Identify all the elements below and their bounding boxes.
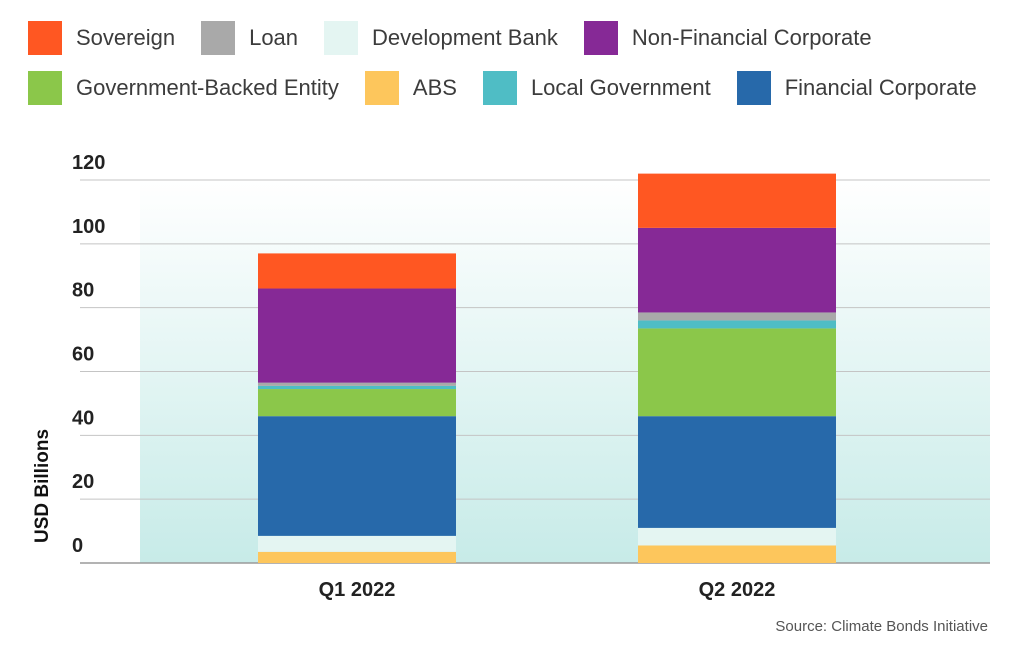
- bar-segment-sovereign: [258, 253, 456, 289]
- legend-row: Sovereign Loan Development Bank Non-Financi…: [28, 18, 1008, 58]
- x-category-label: Q2 2022: [699, 579, 776, 601]
- y-axis-title: USD Billions: [32, 429, 53, 543]
- legend-item-financial-corporate: Financial Corporate: [736, 71, 977, 105]
- x-axis-labels: Q1 2022 Q2 2022: [319, 579, 776, 601]
- legend-label: Local Government: [530, 75, 711, 100]
- bar-segment-abs: [258, 551, 456, 563]
- legend-label: Government-Backed Entity: [76, 75, 339, 100]
- y-tick-label: 80: [72, 280, 94, 302]
- bar-segment-non-financial-corporate: [258, 288, 456, 383]
- bars: [258, 173, 836, 563]
- bar-segment-loan: [258, 382, 456, 386]
- bar-segment-non-financial-corporate: [638, 227, 836, 313]
- gridlines: [80, 179, 990, 564]
- y-tick-label: 120: [72, 152, 105, 174]
- legend-item-loan: Loan: [201, 21, 298, 55]
- legend-label: Financial Corporate: [784, 75, 977, 100]
- legend-swatch: [28, 21, 62, 55]
- bar-segment-loan: [638, 312, 836, 321]
- legend-swatch: [28, 71, 62, 105]
- legend-label: Non-Financial Corporate: [631, 25, 872, 50]
- legend-item-government-backed-entity: Government-Backed Entity: [28, 71, 339, 105]
- legend-item-development-bank: Development Bank: [324, 21, 558, 55]
- source-note: Source: Climate Bonds Initiative: [775, 618, 988, 635]
- bar-segment-development-bank: [258, 535, 456, 552]
- legend-label: Loan: [249, 25, 299, 50]
- bar-segment-government-backed-entity: [258, 389, 456, 417]
- y-tick-label: 0: [72, 535, 83, 557]
- y-tick-label: 20: [72, 471, 94, 493]
- legend-row: Government-Backed Entity ABS Local Governm…: [28, 68, 1008, 108]
- legend-swatch: [364, 71, 399, 105]
- legend-swatch: [736, 71, 771, 105]
- bar-stack-q1-2022: [258, 253, 456, 563]
- legend-swatch: [583, 21, 618, 55]
- legend-swatch: [324, 21, 359, 55]
- bar-segment-sovereign: [638, 173, 836, 228]
- bar-segment-development-bank: [638, 527, 836, 546]
- legend-label: Sovereign: [76, 25, 176, 50]
- bar-segment-local-government: [258, 385, 456, 390]
- legend-label: Development Bank: [372, 25, 558, 50]
- legend-item-local-government: Local Government: [482, 71, 711, 105]
- bar-segment-financial-corporate: [258, 416, 456, 536]
- legend-item-abs: ABS: [364, 71, 457, 105]
- bar-segment-local-government: [638, 320, 836, 329]
- legend-label: ABS: [412, 75, 457, 100]
- y-tick-label: 60: [72, 344, 94, 366]
- x-category-label: Q1 2022: [319, 579, 396, 601]
- bar-segment-government-backed-entity: [638, 328, 836, 417]
- legend-item-non-financial-corporate: Non-Financial Corporate: [583, 21, 872, 55]
- legend-swatch: [482, 71, 517, 105]
- bar-segment-financial-corporate: [638, 416, 836, 528]
- y-axis-ticks: 0 20 40 60 80 100 120: [72, 152, 105, 557]
- legend: Sovereign Loan Development Bank Non-Financi…: [28, 18, 1008, 118]
- bar-segment-abs: [638, 545, 836, 563]
- y-tick-label: 40: [72, 407, 94, 429]
- legend-item-sovereign: Sovereign: [28, 21, 175, 55]
- y-tick-label: 100: [72, 216, 105, 238]
- legend-swatch: [201, 21, 236, 55]
- bar-stack-q2-2022: [638, 173, 836, 563]
